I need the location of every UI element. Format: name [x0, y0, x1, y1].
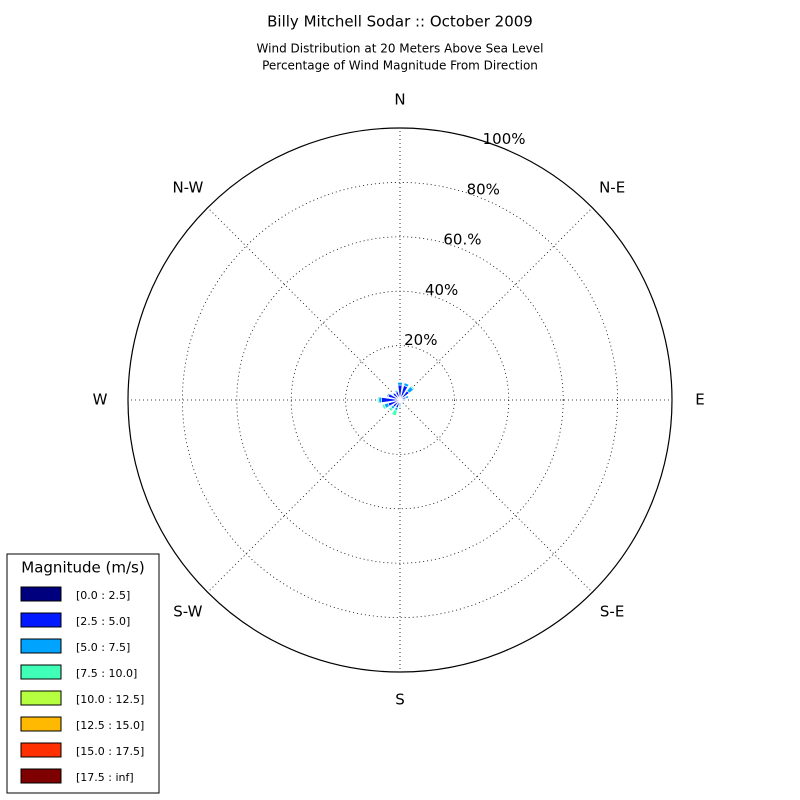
- direction-label: N-W: [172, 178, 203, 196]
- legend-label: [17.5 : inf]: [76, 771, 134, 784]
- r-tick-label: 100%: [483, 130, 526, 148]
- wind-bar: [407, 394, 410, 399]
- direction-label: N: [394, 91, 405, 109]
- wind-bar: [377, 396, 380, 404]
- legend-swatch: [20, 638, 62, 654]
- legend-label: [2.5 : 5.0]: [76, 615, 130, 628]
- legend-swatch: [20, 742, 62, 758]
- wind-bar: [400, 402, 403, 405]
- wind-bar: [403, 382, 410, 388]
- outer-circle: [127, 127, 673, 673]
- grid-circle: [181, 181, 619, 619]
- grid-circle: [290, 290, 510, 510]
- wind-bar: [378, 396, 383, 404]
- direction-label: S-E: [600, 603, 624, 621]
- grid-circle: [236, 236, 564, 564]
- direction-label: S: [395, 691, 405, 709]
- direction-label: W: [93, 391, 108, 409]
- wind-bar: [391, 391, 396, 396]
- legend-label: [0.0 : 2.5]: [76, 589, 130, 602]
- wind-bar: [391, 408, 398, 417]
- wind-bar: [398, 405, 402, 408]
- r-tick-label: 20%: [404, 331, 437, 349]
- legend-swatch: [20, 664, 62, 680]
- grid-spoke: [399, 207, 593, 401]
- wind-bar: [394, 389, 399, 393]
- legend-label: [10.0 : 12.5]: [76, 693, 144, 706]
- wind-bar: [397, 382, 403, 386]
- grid-circle: [345, 345, 455, 455]
- r-tick-label: 80%: [467, 180, 500, 198]
- r-tick-label: 60.%: [443, 231, 481, 249]
- direction-label: N-E: [599, 178, 625, 196]
- legend-swatch: [20, 612, 62, 628]
- grid-spoke: [207, 207, 401, 401]
- wind-bar: [402, 400, 404, 403]
- grid-spoke: [207, 399, 401, 593]
- wind-bar: [386, 392, 390, 398]
- legend-swatch: [20, 586, 62, 602]
- wind-bar: [409, 385, 415, 391]
- legend-swatch: [20, 768, 62, 784]
- wind-bar: [388, 406, 394, 412]
- legend-label: [5.0 : 7.5]: [76, 641, 130, 654]
- legend-swatch: [20, 690, 62, 706]
- legend-label: [12.5 : 15.0]: [76, 719, 144, 732]
- grid-spoke: [399, 399, 593, 593]
- legend-label: [15.0 : 17.5]: [76, 745, 144, 758]
- wind-bar: [401, 401, 404, 404]
- r-tick-label: 40%: [425, 281, 458, 299]
- legend-title: Magnitude (m/s): [21, 559, 144, 577]
- direction-label: S-W: [173, 603, 202, 621]
- chart-subtitle: Percentage of Wind Magnitude From Direct…: [262, 59, 538, 73]
- chart-subtitle: Wind Distribution at 20 Meters Above Sea…: [257, 42, 544, 56]
- legend-label: [7.5 : 10.0]: [76, 667, 137, 680]
- wind-bar: [404, 398, 407, 402]
- direction-label: E: [695, 391, 704, 409]
- wind-bar: [381, 403, 387, 410]
- chart-title: Billy Mitchell Sodar :: October 2009: [267, 13, 533, 31]
- legend-swatch: [20, 716, 62, 732]
